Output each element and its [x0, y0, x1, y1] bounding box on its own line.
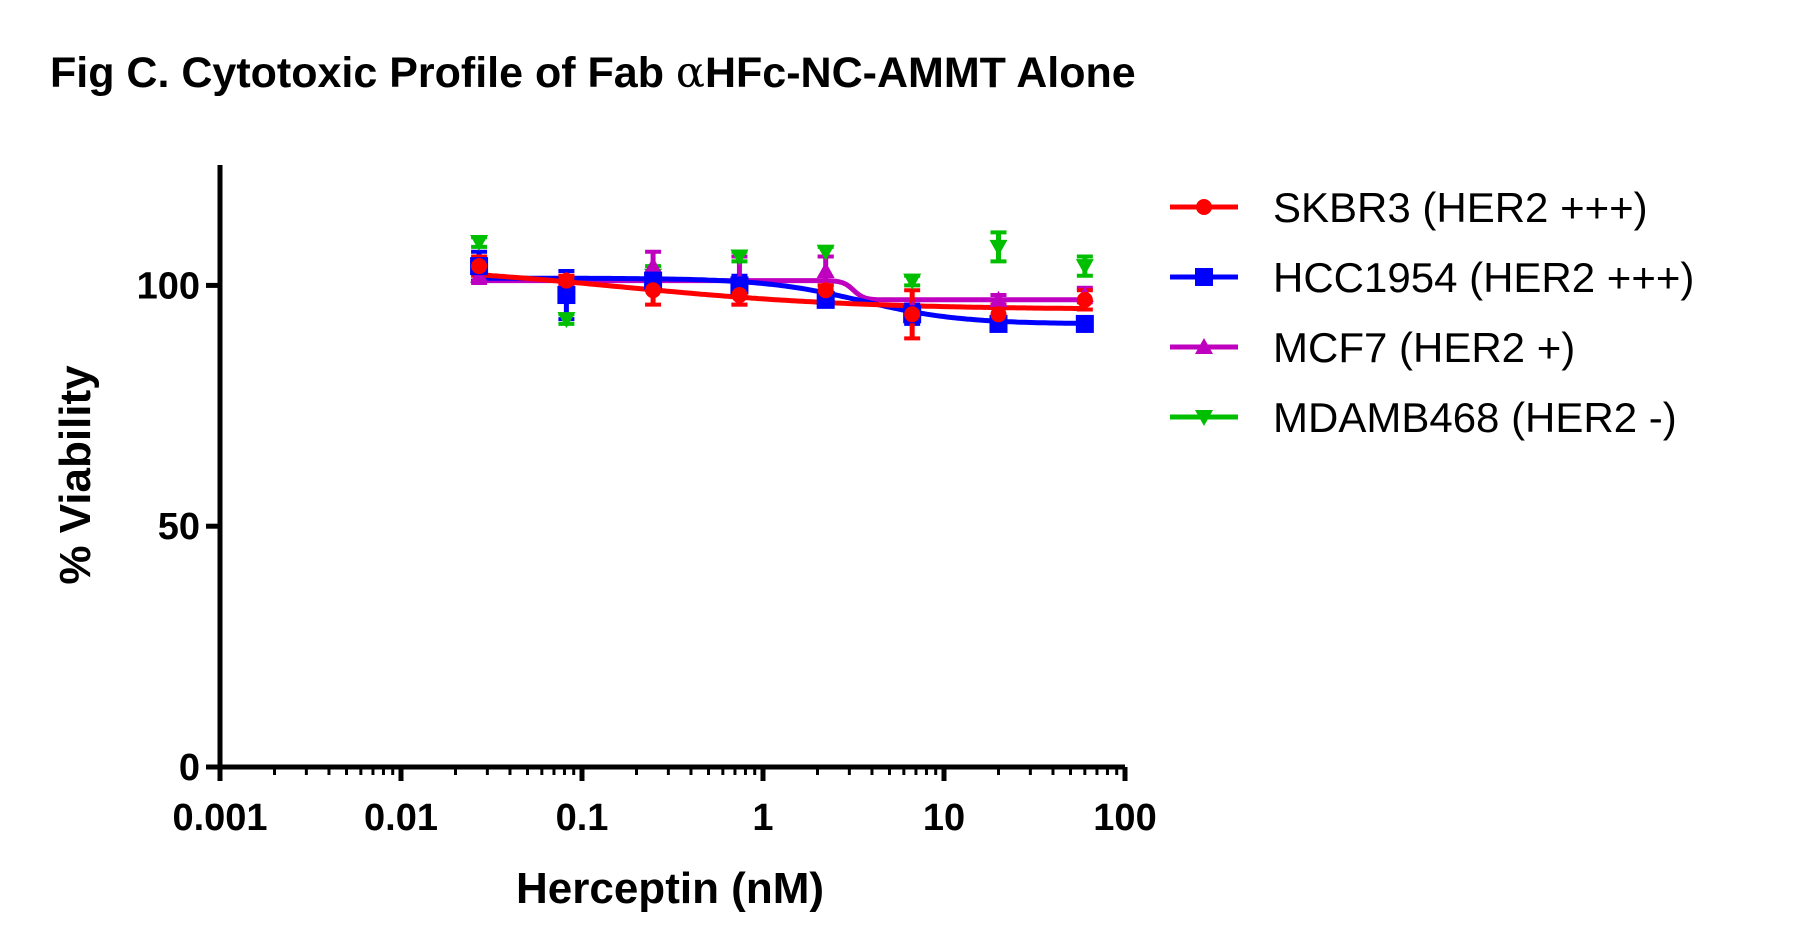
- title-prefix: Fig C. Cytotoxic Profile of Fab: [50, 49, 676, 97]
- data-point: [731, 287, 748, 304]
- legend-marker: [1195, 410, 1213, 426]
- data-point: [730, 249, 749, 266]
- data-point: [1075, 259, 1094, 276]
- data-markers: [470, 235, 1094, 333]
- x-tick-label: 0.001: [172, 797, 267, 839]
- legend-label: MDAMB468 (HER2 -): [1273, 394, 1677, 441]
- title-suffix: HFc-NC-AMMT Alone: [704, 49, 1136, 97]
- data-point: [644, 257, 663, 274]
- data-point: [989, 239, 1008, 256]
- title-alpha-symbol: α: [675, 48, 705, 98]
- data-point: [816, 244, 835, 261]
- legend-label: SKBR3 (HER2 +++): [1273, 184, 1648, 231]
- fit-curve: [478, 272, 1085, 311]
- data-point: [816, 261, 835, 278]
- axes: 0 50 100 0.001 0.01 0.1 1 10 100: [137, 165, 1157, 839]
- data-point: [817, 282, 834, 299]
- data-point: [990, 306, 1007, 323]
- data-point: [557, 312, 576, 329]
- x-tick-label: 0.01: [364, 797, 438, 839]
- y-axis-title: % Viability: [51, 365, 100, 585]
- x-tick-label: 1: [752, 797, 773, 839]
- data-point: [470, 235, 489, 252]
- legend-label: HCC1954 (HER2 +++): [1273, 254, 1694, 301]
- x-tick-label: 10: [923, 797, 965, 839]
- y-tick-label: 0: [179, 747, 200, 789]
- legend-label: MCF7 (HER2 +): [1273, 324, 1575, 371]
- x-tick-label: 100: [1093, 797, 1156, 839]
- legend-marker: [1195, 338, 1213, 354]
- data-point: [558, 272, 575, 289]
- x-axis-title: Herceptin (nM): [516, 864, 824, 913]
- data-point: [1075, 314, 1094, 333]
- data-point: [989, 290, 1008, 307]
- chart-title: Fig C. Cytotoxic Profile of Fab αHFc-NC-…: [50, 48, 1136, 98]
- data-point: [903, 273, 922, 290]
- y-tick-label: 50: [158, 506, 200, 548]
- y-tick-label: 100: [137, 265, 200, 307]
- fit-curves: [478, 272, 1085, 326]
- data-point: [645, 282, 662, 299]
- legend-marker: [1196, 199, 1212, 215]
- legend-marker: [1195, 268, 1213, 286]
- data-point: [1076, 291, 1093, 308]
- legend: SKBR3 (HER2 +++) HCC1954 (HER2 +++) MCF7 (…: [1170, 184, 1694, 441]
- data-point: [471, 258, 488, 275]
- fit-curve: [479, 275, 1085, 326]
- data-point: [557, 286, 576, 305]
- data-point: [904, 306, 921, 323]
- x-tick-label: 0.1: [556, 797, 609, 839]
